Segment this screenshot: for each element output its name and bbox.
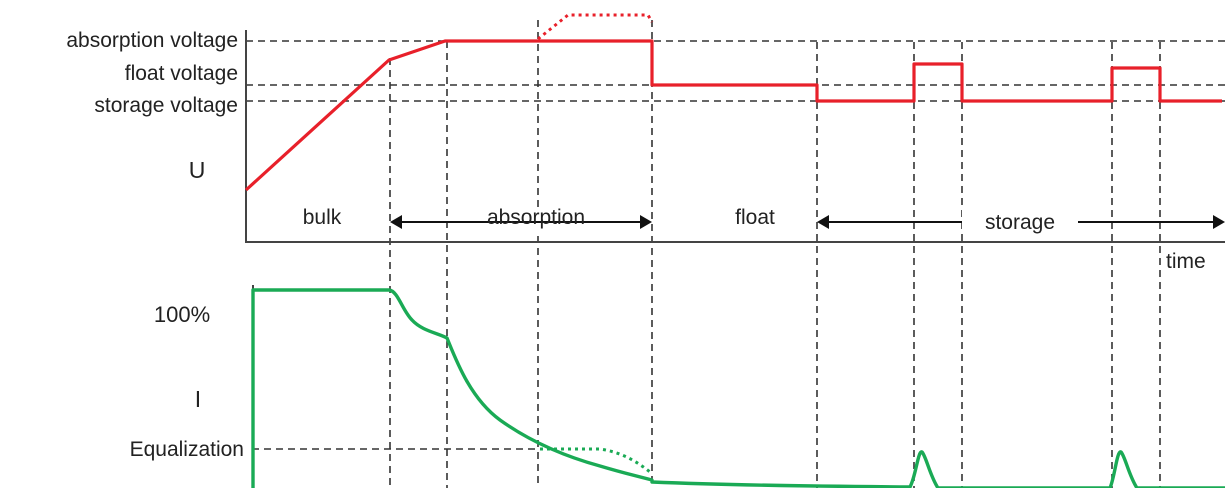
absorption-voltage-label: absorption voltage — [66, 29, 238, 52]
i-axis-label: I — [195, 386, 201, 412]
storage-voltage-label: storage voltage — [94, 94, 238, 117]
storage-arrow-right-head — [1213, 215, 1225, 229]
absorption-arrow-right-head — [640, 215, 652, 229]
float-voltage-label: float voltage — [125, 62, 238, 85]
phase-absorption-label: absorption — [487, 206, 585, 229]
hundred-percent-label: 100% — [154, 302, 210, 327]
absorption-arrow-left-head — [390, 215, 402, 229]
voltage-equalization-dotted — [537, 13, 654, 41]
storage-arrow-left-head — [817, 215, 829, 229]
time-axis-label: time — [1166, 250, 1206, 273]
current-curve — [251, 288, 1225, 488]
u-axis-label: U — [189, 157, 206, 183]
phase-float-label: float — [735, 206, 775, 229]
current-equalization-dotted — [540, 447, 651, 474]
phase-storage-label: storage — [985, 211, 1055, 234]
equalization-label: Equalization — [130, 438, 244, 461]
voltage-curve — [244, 39, 1222, 192]
phase-bulk-label: bulk — [303, 206, 342, 229]
voltage-axis — [245, 30, 1225, 243]
storage-label-bg — [962, 208, 1078, 234]
